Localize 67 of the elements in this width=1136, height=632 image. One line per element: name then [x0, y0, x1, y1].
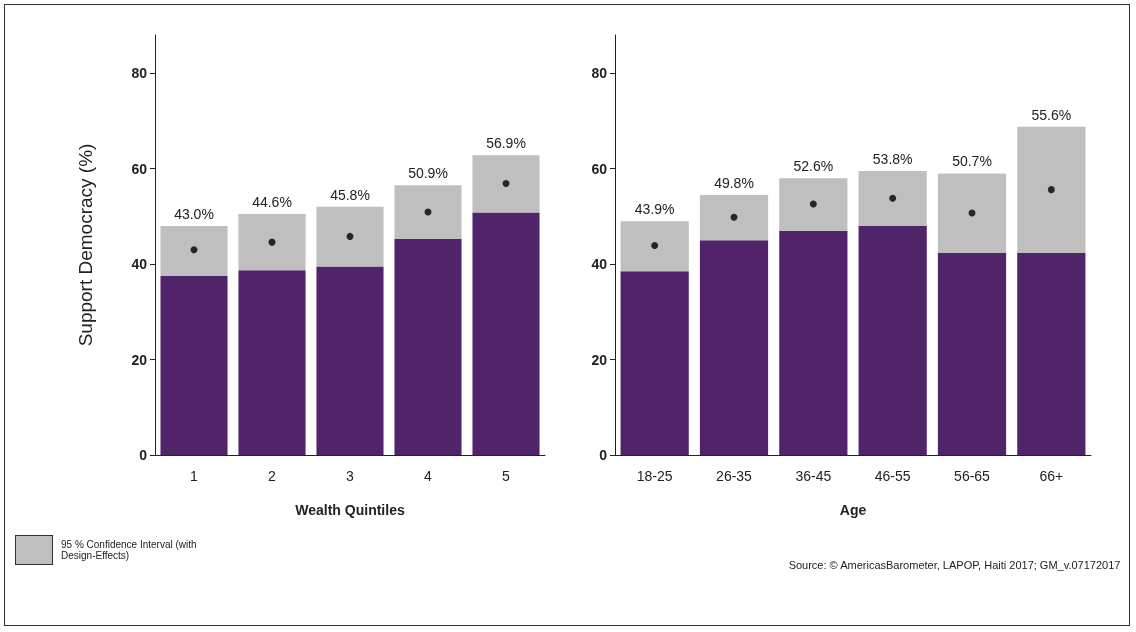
- text: 95 % Confidence Interval (with Design-Effects): [61, 539, 198, 561]
- bar: [238, 213, 306, 271]
- x-axis-title: Wealth Quintiles: [295, 502, 405, 518]
- bar: [472, 155, 540, 213]
- bar: [160, 225, 228, 277]
- annotation: 43.9%: [634, 201, 675, 218]
- bar: [699, 194, 769, 241]
- bar: [779, 230, 848, 455]
- annotation: 43.0%: [174, 205, 214, 222]
- source-note: Source: © AmericasBarometer, LAPOP, Haiti 2017; GM_v.07172017: [788, 558, 1121, 571]
- bar: [316, 266, 384, 455]
- bar: [472, 212, 540, 455]
- x-tick-label: 1: [190, 468, 199, 484]
- annotation: 55.6%: [1031, 106, 1072, 123]
- x-tick-label: 4: [424, 468, 433, 484]
- point: [502, 179, 510, 187]
- y-tick-label: 0: [599, 447, 608, 463]
- annotation: 49.8%: [714, 174, 754, 191]
- y-tick-label: 60: [131, 160, 148, 177]
- annotation: 53.8%: [872, 151, 913, 168]
- point: [190, 246, 198, 254]
- x-tick-label: 56-65: [954, 468, 991, 484]
- x-tick-label: 36-45: [795, 468, 832, 484]
- x-tick-label: 66+: [1039, 468, 1064, 484]
- x-tick-label: 3: [346, 468, 355, 484]
- bar: [160, 276, 228, 455]
- annotation: 45.8%: [330, 186, 370, 203]
- bar: [1017, 253, 1086, 455]
- point: [809, 200, 817, 208]
- annotation: 56.9%: [486, 135, 526, 152]
- point: [1047, 186, 1055, 194]
- bar: [779, 178, 848, 231]
- y-tick-label: 40: [131, 256, 148, 273]
- point: [889, 194, 897, 202]
- bar: [1017, 126, 1086, 254]
- bar: [238, 270, 306, 455]
- x-axis-title: Age: [839, 502, 867, 518]
- bar: [394, 238, 462, 455]
- x-tick-label: 2: [268, 468, 277, 484]
- y-tick-label: 0: [139, 447, 148, 463]
- bar: [620, 221, 689, 272]
- point: [651, 241, 659, 249]
- bar: [858, 225, 927, 455]
- point: [346, 232, 354, 240]
- x-tick-label: 5: [502, 468, 511, 484]
- y-tick-label: 40: [591, 256, 608, 273]
- annotation: 50.9%: [408, 165, 448, 182]
- y-tick-label: 20: [131, 351, 148, 368]
- y-tick-label: 20: [591, 351, 608, 368]
- bar: [699, 240, 769, 455]
- bar: [394, 185, 462, 239]
- annotation: 44.6%: [252, 193, 292, 210]
- annotation: 52.6%: [793, 158, 834, 175]
- point: [730, 213, 738, 221]
- bar: [858, 171, 927, 226]
- y-tick-label: 80: [591, 65, 608, 82]
- y-tick-label: 80: [131, 65, 148, 82]
- x-tick-label: 26-35: [716, 468, 753, 484]
- bar: [316, 206, 384, 267]
- bar: [620, 271, 689, 455]
- x-tick-label: 18-25: [636, 468, 673, 484]
- bar: [937, 173, 1007, 254]
- bar: [937, 253, 1007, 455]
- y-tick-label: 60: [591, 160, 608, 177]
- annotation: 50.7%: [952, 153, 992, 170]
- y-axis-title: Support Democracy (%): [75, 143, 96, 347]
- x-tick-label: 46-55: [874, 468, 911, 484]
